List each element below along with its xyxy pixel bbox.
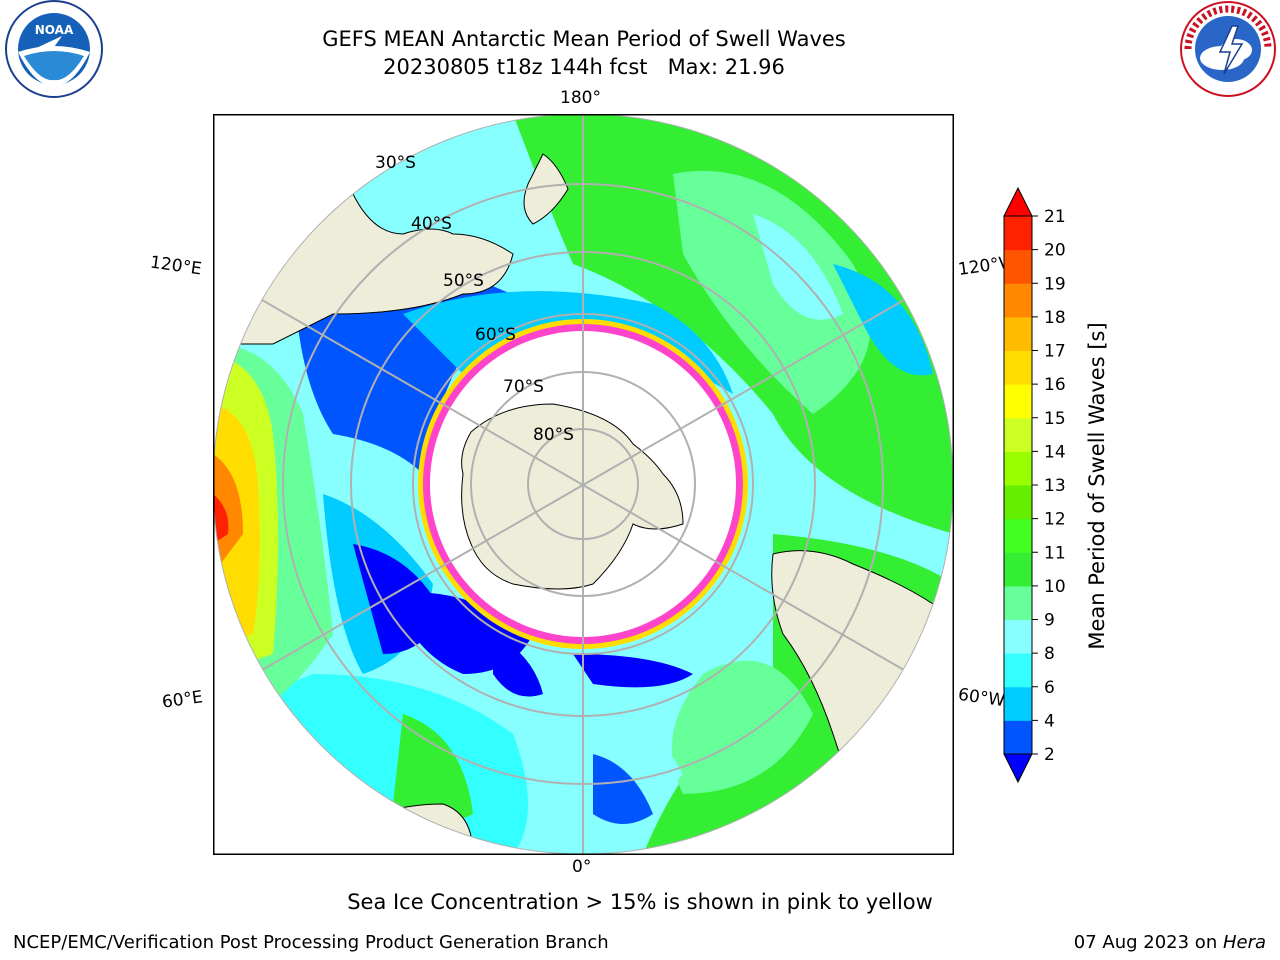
colorbar-segment [1004, 485, 1032, 520]
colorbar-segment [1004, 451, 1032, 486]
colorbar-segment [1004, 417, 1032, 452]
lat-label-70s: 70°S [503, 377, 544, 397]
colorbar-ticks: 2 4 6 8 9 10 11 12 13 14 15 16 17 18 19 20 21 [1032, 207, 1066, 765]
lat-label-40s: 40°S [411, 214, 452, 234]
colorbar-segment [1004, 384, 1032, 419]
colorbar-tick-label: 14 [1044, 442, 1066, 462]
colorbar-segment [1004, 216, 1032, 251]
new-zealand [523, 153, 569, 225]
colorbar-segment [1004, 552, 1032, 587]
colorbar-tick-label: 18 [1044, 308, 1066, 328]
colorbar-under-arrow [1003, 753, 1033, 784]
colorbar-segment [1004, 653, 1032, 688]
sea-ice-footnote: Sea Ice Concentration > 15% is shown in … [347, 890, 933, 914]
date-text: 07 Aug 2023 on Hera [1074, 932, 1266, 953]
lat-label-60s: 60°S [475, 325, 516, 345]
colorbar-tick-label: 10 [1044, 577, 1066, 597]
colorbar-segment [1004, 316, 1032, 351]
credit-text: NCEP/EMC/Verification Post Processing Pr… [13, 932, 609, 953]
lon-label-120e: 120°E [148, 252, 203, 280]
colorbar-segment [1004, 720, 1032, 755]
colorbar-segment [1004, 249, 1032, 284]
colorbar-segment [1004, 283, 1032, 318]
colorbar-tick-label: 9 [1044, 611, 1055, 631]
colorbar-segment [1004, 585, 1032, 620]
date-prefix: 07 Aug 2023 on [1073, 932, 1223, 953]
plot-title: GEFS MEAN Antarctic Mean Period of Swell… [322, 27, 846, 51]
colorbar-tick-label: 21 [1044, 207, 1066, 227]
colorbar-tick-label: 11 [1044, 543, 1066, 563]
lon-label-180: 180° [560, 88, 601, 108]
colorbar-tick-label: 6 [1044, 678, 1055, 698]
colorbar-tick-label: 17 [1044, 342, 1066, 362]
colorbar-over-arrow [1003, 186, 1033, 217]
lon-label-60e: 60°E [160, 687, 205, 713]
colorbar-tick-label: 13 [1044, 476, 1066, 496]
colorbar-tick-label: 16 [1044, 375, 1066, 395]
map-frame [213, 114, 954, 855]
lat-label-30s: 30°S [375, 153, 416, 173]
noaa-logo-text: NOAA [35, 23, 74, 37]
colorbar: 2 4 6 8 9 10 11 12 13 14 15 16 17 18 19 20 21 [1003, 186, 1066, 784]
longitude-gridlines [213, 114, 953, 854]
colorbar-segment [1004, 518, 1032, 553]
nws-logo [1180, 1, 1276, 97]
colorbar-label: Mean Period of Swell Waves [s] [1085, 322, 1109, 650]
colorbar-tick-label: 15 [1044, 409, 1066, 429]
colorbar-tick-label: 20 [1044, 241, 1066, 261]
colorbar-segment [1004, 350, 1032, 385]
colorbar-tick-label: 8 [1044, 644, 1055, 664]
colorbar-tick-label: 12 [1044, 510, 1066, 530]
lon-label-0: 0° [572, 857, 592, 877]
colorbar-tick-label: 4 [1044, 711, 1055, 731]
colorbar-tick-label: 2 [1044, 745, 1055, 765]
noaa-logo: NOAA [5, 0, 103, 98]
colorbar-segments [1003, 186, 1033, 784]
colorbar-segment [1004, 619, 1032, 654]
lat-label-80s: 80°S [533, 425, 574, 445]
polar-map: 30°S 40°S 50°S 60°S 70°S 80°S [213, 114, 954, 855]
colorbar-tick-label: 19 [1044, 274, 1066, 294]
colorbar-segment [1004, 686, 1032, 721]
machine-name: Hera [1222, 932, 1266, 953]
plot-subtitle: 20230805 t18z 144h fcst Max: 21.96 [383, 55, 785, 79]
lat-label-50s: 50°S [443, 271, 484, 291]
